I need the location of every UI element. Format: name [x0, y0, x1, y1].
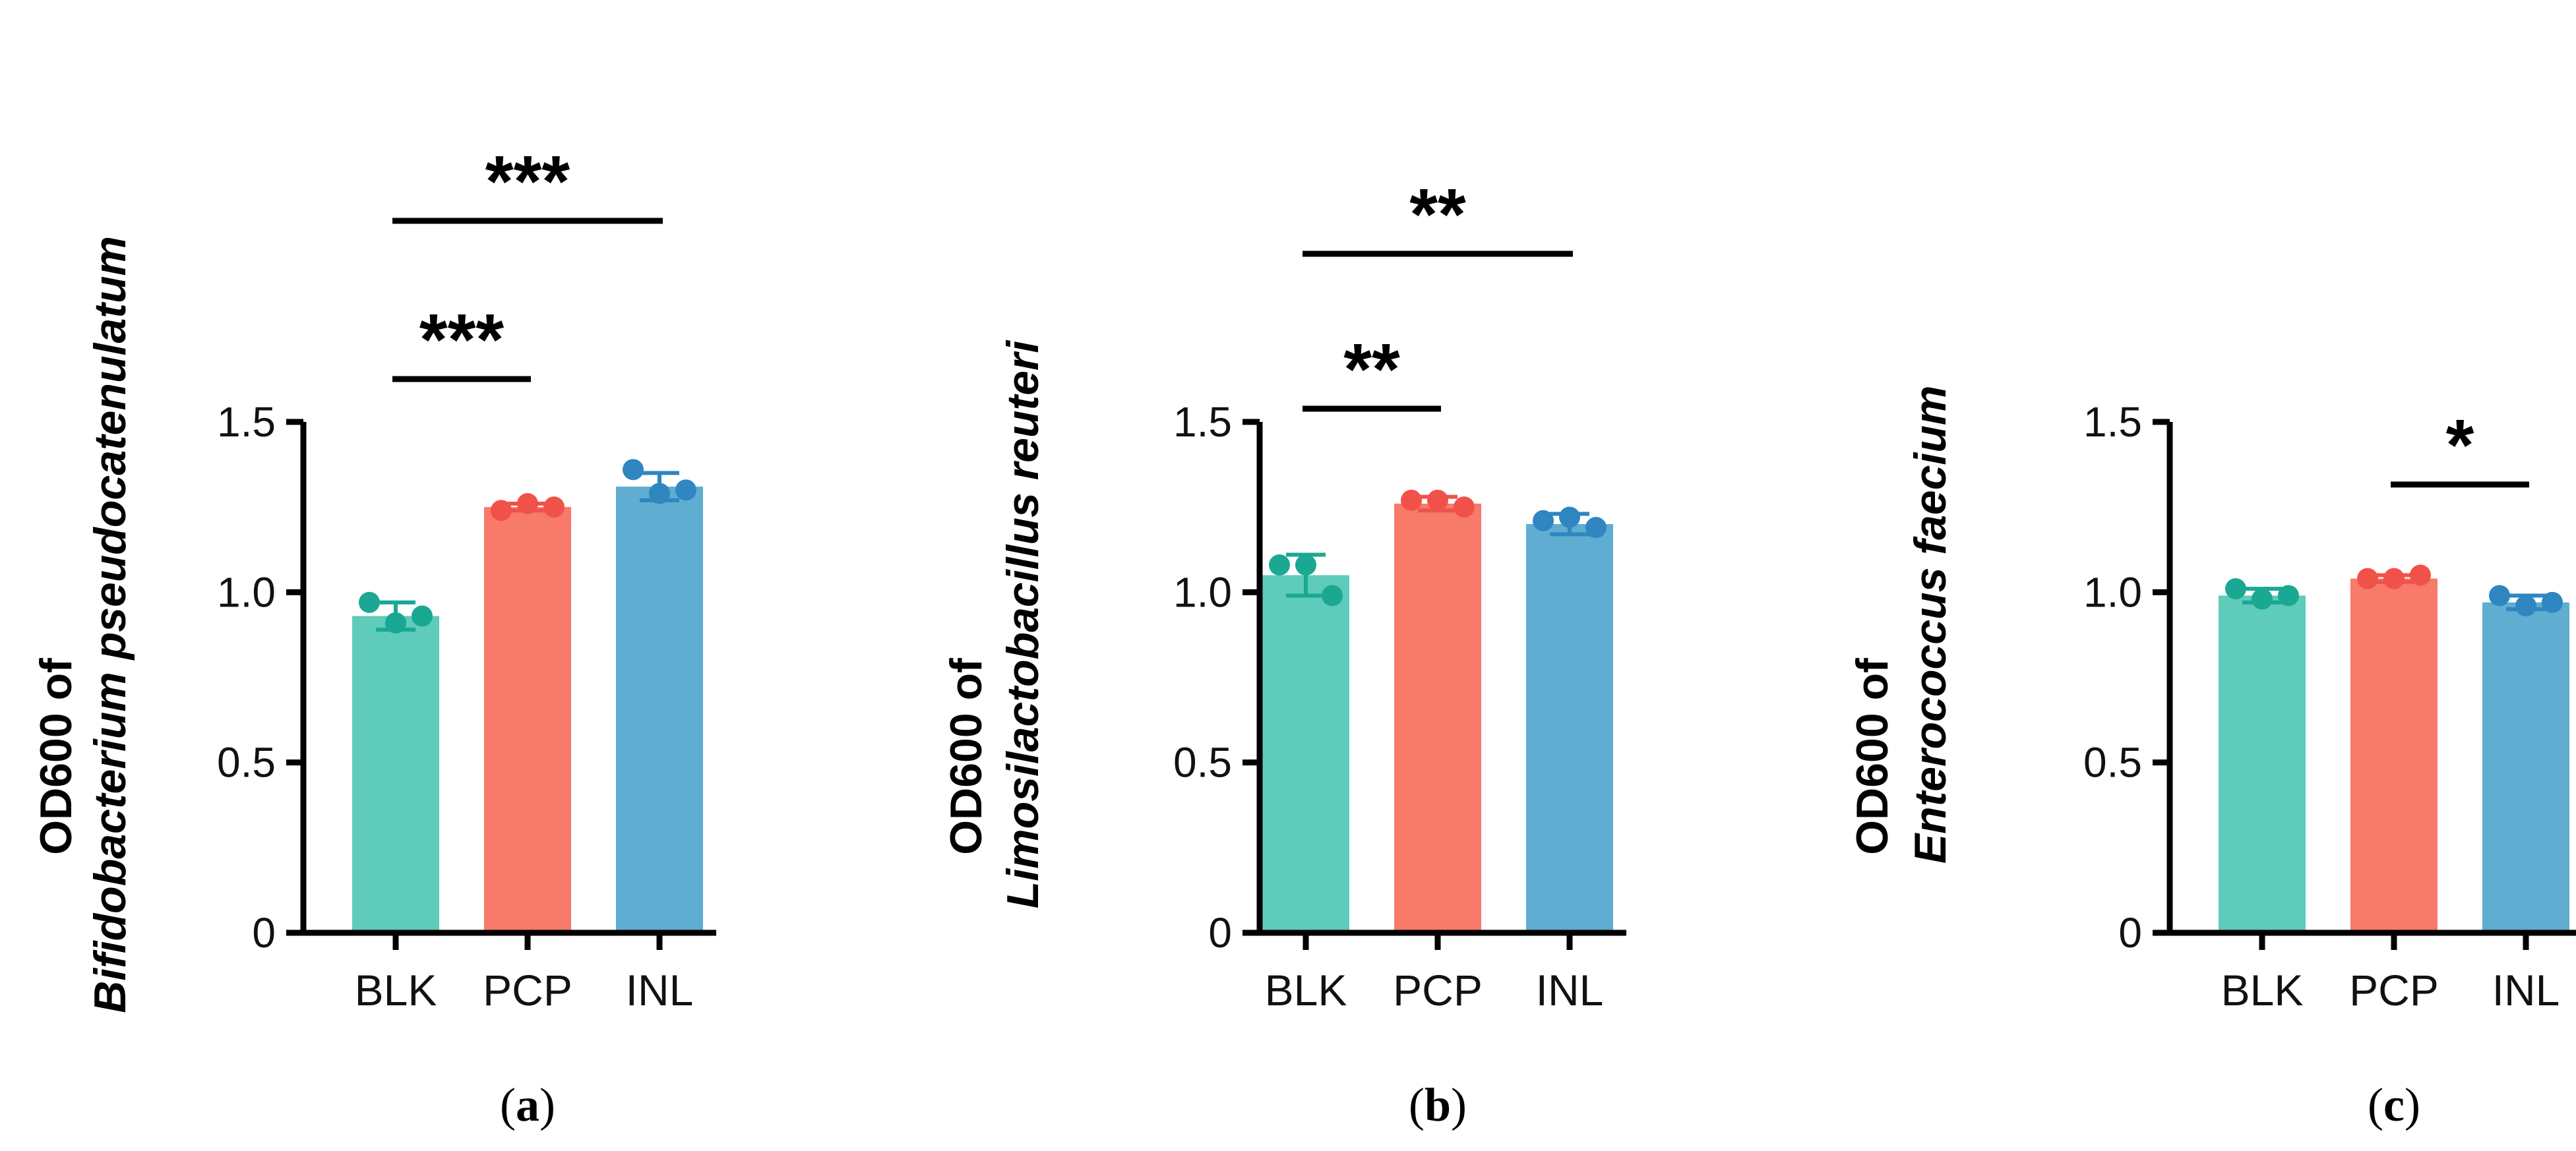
data-point	[1322, 585, 1343, 606]
data-point	[1559, 506, 1580, 528]
bar-inl	[2482, 602, 2569, 933]
data-point	[1533, 510, 1554, 531]
significance-label: *	[2446, 405, 2474, 486]
bar-pcp	[1394, 504, 1481, 933]
y-axis-label-species: Limosilactobacillus reuteri	[998, 339, 1048, 909]
y-tick-label: 1.5	[2083, 398, 2142, 446]
y-tick-label: 0	[2118, 909, 2142, 957]
panel-label: (b)	[1409, 1078, 1467, 1131]
data-point	[1427, 489, 1448, 511]
bar-pcp	[2350, 578, 2438, 933]
data-point	[2357, 568, 2378, 589]
data-point	[1401, 489, 1422, 511]
y-tick-label: 1.0	[217, 568, 276, 616]
data-point	[1295, 554, 1316, 576]
panel-label-close: )	[1451, 1078, 1467, 1131]
data-point	[2489, 585, 2510, 606]
chart-panel-c: 0 0.5 1.0 1.5 BLK PCP INL OD600 of Enterococcus …	[1847, 386, 2576, 1131]
significance-label: **	[1409, 174, 1466, 255]
x-tick-label: PCP	[2349, 966, 2439, 1015]
y-tick-label: 0	[1208, 909, 1232, 957]
y-tick-label: 0.5	[217, 739, 276, 786]
x-tick-label: PCP	[1393, 966, 1483, 1015]
panel-label: (a)	[500, 1078, 555, 1131]
data-point	[2252, 588, 2273, 610]
panel-label-open: (	[500, 1078, 516, 1131]
data-point	[517, 493, 538, 514]
data-point	[359, 591, 380, 613]
panel-label-close: )	[539, 1078, 555, 1131]
data-point	[2225, 578, 2246, 600]
x-tick-label: INL	[626, 966, 694, 1015]
x-tick-label: PCP	[483, 966, 572, 1015]
bar-blk	[2219, 595, 2306, 933]
x-tick-label: BLK	[1265, 966, 1347, 1015]
x-tick-label: BLK	[355, 966, 437, 1015]
significance-label: **	[1343, 329, 1400, 410]
x-tick-label: INL	[2492, 966, 2560, 1015]
panel-label-letter: b	[1425, 1078, 1451, 1131]
x-tick-label: BLK	[2221, 966, 2304, 1015]
y-axis-label-species: Bifidobacterium pseudocatenulatum	[85, 236, 135, 1013]
bar-pcp	[484, 507, 571, 933]
chart-panel-b: 0 0.5 1.0 1.5 BLK PCP INL OD600 of Limosilactoba…	[941, 174, 1626, 1131]
data-point	[2383, 568, 2405, 589]
data-point	[412, 605, 433, 627]
x-tick-label: INL	[1536, 966, 1604, 1015]
y-axis-label: OD600 of	[941, 658, 991, 855]
data-point	[649, 483, 670, 504]
y-tick-label: 1.0	[2083, 568, 2142, 616]
panel-label-open: (	[1409, 1078, 1425, 1131]
data-point	[623, 459, 644, 481]
data-point	[2515, 595, 2536, 616]
bar-inl	[616, 487, 703, 933]
panel-label-letter: c	[2383, 1078, 2405, 1131]
data-point	[1454, 496, 1475, 518]
data-point	[675, 479, 696, 501]
significance-label: ***	[419, 299, 505, 380]
data-point	[543, 496, 565, 518]
data-point	[2542, 591, 2563, 613]
y-tick-label: 0.5	[2083, 739, 2142, 786]
data-point	[385, 612, 406, 634]
data-point	[1269, 554, 1290, 576]
data-point	[491, 500, 512, 521]
y-tick-label: 0	[252, 909, 276, 957]
data-point	[1585, 517, 1607, 539]
y-tick-label: 1.5	[217, 398, 276, 446]
y-tick-label: 1.5	[1173, 398, 1232, 446]
chart-panel-a: 0 0.5 1.0 1.5 BLK PCP INL OD600 of Bifidobacteri…	[31, 141, 716, 1131]
significance-label: ***	[485, 141, 570, 222]
panel-label-open: (	[2368, 1078, 2383, 1131]
y-tick-label: 0.5	[1173, 739, 1232, 786]
bar-blk	[352, 616, 439, 933]
bar-inl	[1526, 524, 1613, 933]
panel-label: (c)	[2368, 1078, 2420, 1131]
y-axis-label-species: Enterococcus faecium	[1905, 386, 1955, 864]
bar-blk	[1262, 575, 1349, 933]
y-axis-label: OD600 of	[31, 658, 81, 855]
panel-label-close: )	[2405, 1078, 2420, 1131]
y-axis-label: OD600 of	[1847, 658, 1897, 855]
data-point	[2278, 585, 2299, 606]
y-tick-label: 1.0	[1173, 568, 1232, 616]
panel-label-letter: a	[516, 1078, 539, 1131]
data-point	[2410, 564, 2431, 586]
